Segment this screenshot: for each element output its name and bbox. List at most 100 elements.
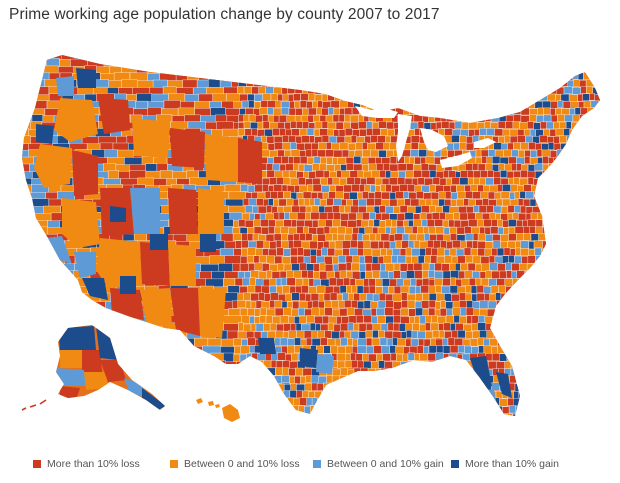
county-cell <box>586 338 595 347</box>
county-cell <box>332 219 341 227</box>
county-cell <box>134 405 152 416</box>
county-cell <box>288 94 294 102</box>
county-cell <box>260 100 268 108</box>
county-cell <box>366 337 373 346</box>
county-cell <box>240 413 249 416</box>
county-cell <box>435 185 444 193</box>
county-cell <box>415 72 422 81</box>
county-cell <box>424 368 433 377</box>
county-cell <box>549 59 558 67</box>
county-cell <box>593 177 600 185</box>
county-cell <box>594 191 600 199</box>
county-cell <box>572 264 580 272</box>
county-cell <box>550 114 558 123</box>
county-cell <box>353 100 361 108</box>
county-cell <box>599 308 600 317</box>
county-cell <box>562 55 570 60</box>
county-cell <box>327 93 335 101</box>
county-cell <box>434 413 441 416</box>
county-cell <box>324 300 332 309</box>
county-cell <box>556 149 566 157</box>
county-cell <box>422 115 429 123</box>
county-cell <box>590 315 597 324</box>
county-cell <box>428 300 436 308</box>
county-cell <box>161 369 176 380</box>
county-cell <box>491 219 498 227</box>
county-cell <box>385 184 392 192</box>
county-cell <box>489 79 496 87</box>
county-cell <box>298 198 305 206</box>
county-cell <box>382 80 390 88</box>
county-cell <box>319 212 328 220</box>
county-cell <box>389 241 397 250</box>
county-cell <box>473 177 480 186</box>
county-cell <box>392 337 398 346</box>
county-cell <box>348 93 357 101</box>
county-cell <box>31 263 46 275</box>
county-cell <box>269 322 277 331</box>
county-cell <box>332 205 340 213</box>
county-cell <box>509 308 516 317</box>
county-cell <box>438 330 445 339</box>
county-cell <box>247 247 256 256</box>
county-cell <box>405 170 414 178</box>
county-cell <box>378 360 385 369</box>
county-cell <box>400 331 407 340</box>
county-cell <box>310 212 320 220</box>
county-cell <box>549 263 558 272</box>
legend-item-more-than-10-loss: More than 10% loss <box>33 458 140 470</box>
county-cell <box>594 129 600 137</box>
county-cell <box>29 241 44 252</box>
county-cell <box>80 398 97 410</box>
county-cell <box>566 368 574 377</box>
county-cell <box>428 270 435 278</box>
county-cell <box>576 199 582 207</box>
county-cell <box>243 86 252 94</box>
county-cell <box>452 307 461 316</box>
county-cell <box>320 337 328 346</box>
county-cell <box>412 323 420 332</box>
county-cell <box>449 345 459 354</box>
county-cell <box>344 233 353 242</box>
county-cell <box>253 73 262 81</box>
county-cell <box>535 255 543 264</box>
county-cell <box>155 375 172 387</box>
county-cell <box>309 322 316 331</box>
county-cell <box>396 397 403 406</box>
county-cell <box>604 346 609 354</box>
county-cell <box>291 205 300 214</box>
county-cell <box>486 330 495 339</box>
county-cell <box>494 192 502 200</box>
county-cell <box>497 184 503 192</box>
county-cell <box>577 55 584 59</box>
county-cell <box>384 398 392 407</box>
county-cell <box>346 271 353 280</box>
county-cell <box>247 382 255 391</box>
county-cell <box>582 331 592 340</box>
county-cell <box>387 129 395 137</box>
county-cell <box>283 307 292 316</box>
county-cell <box>539 375 549 384</box>
county-cell <box>30 368 46 380</box>
county-cell <box>42 270 58 282</box>
county-cell <box>458 270 465 279</box>
county-cell <box>331 300 339 309</box>
county-cell <box>548 142 555 150</box>
county-cell <box>521 383 528 392</box>
county-cell <box>389 72 396 81</box>
county-cell <box>324 264 334 272</box>
county-cell <box>399 376 407 385</box>
county-cell <box>335 412 344 416</box>
county-cell <box>451 135 460 143</box>
county-cell <box>477 163 486 172</box>
county-cell <box>513 114 522 122</box>
county-cell <box>451 294 460 302</box>
county-cell <box>413 58 419 66</box>
county-cell <box>391 406 397 414</box>
county-cell <box>312 73 319 81</box>
county-cell <box>235 375 245 384</box>
county-cell <box>323 293 331 301</box>
county-cell <box>251 128 258 136</box>
hawaii-region <box>196 398 240 422</box>
county-cell <box>448 352 458 361</box>
